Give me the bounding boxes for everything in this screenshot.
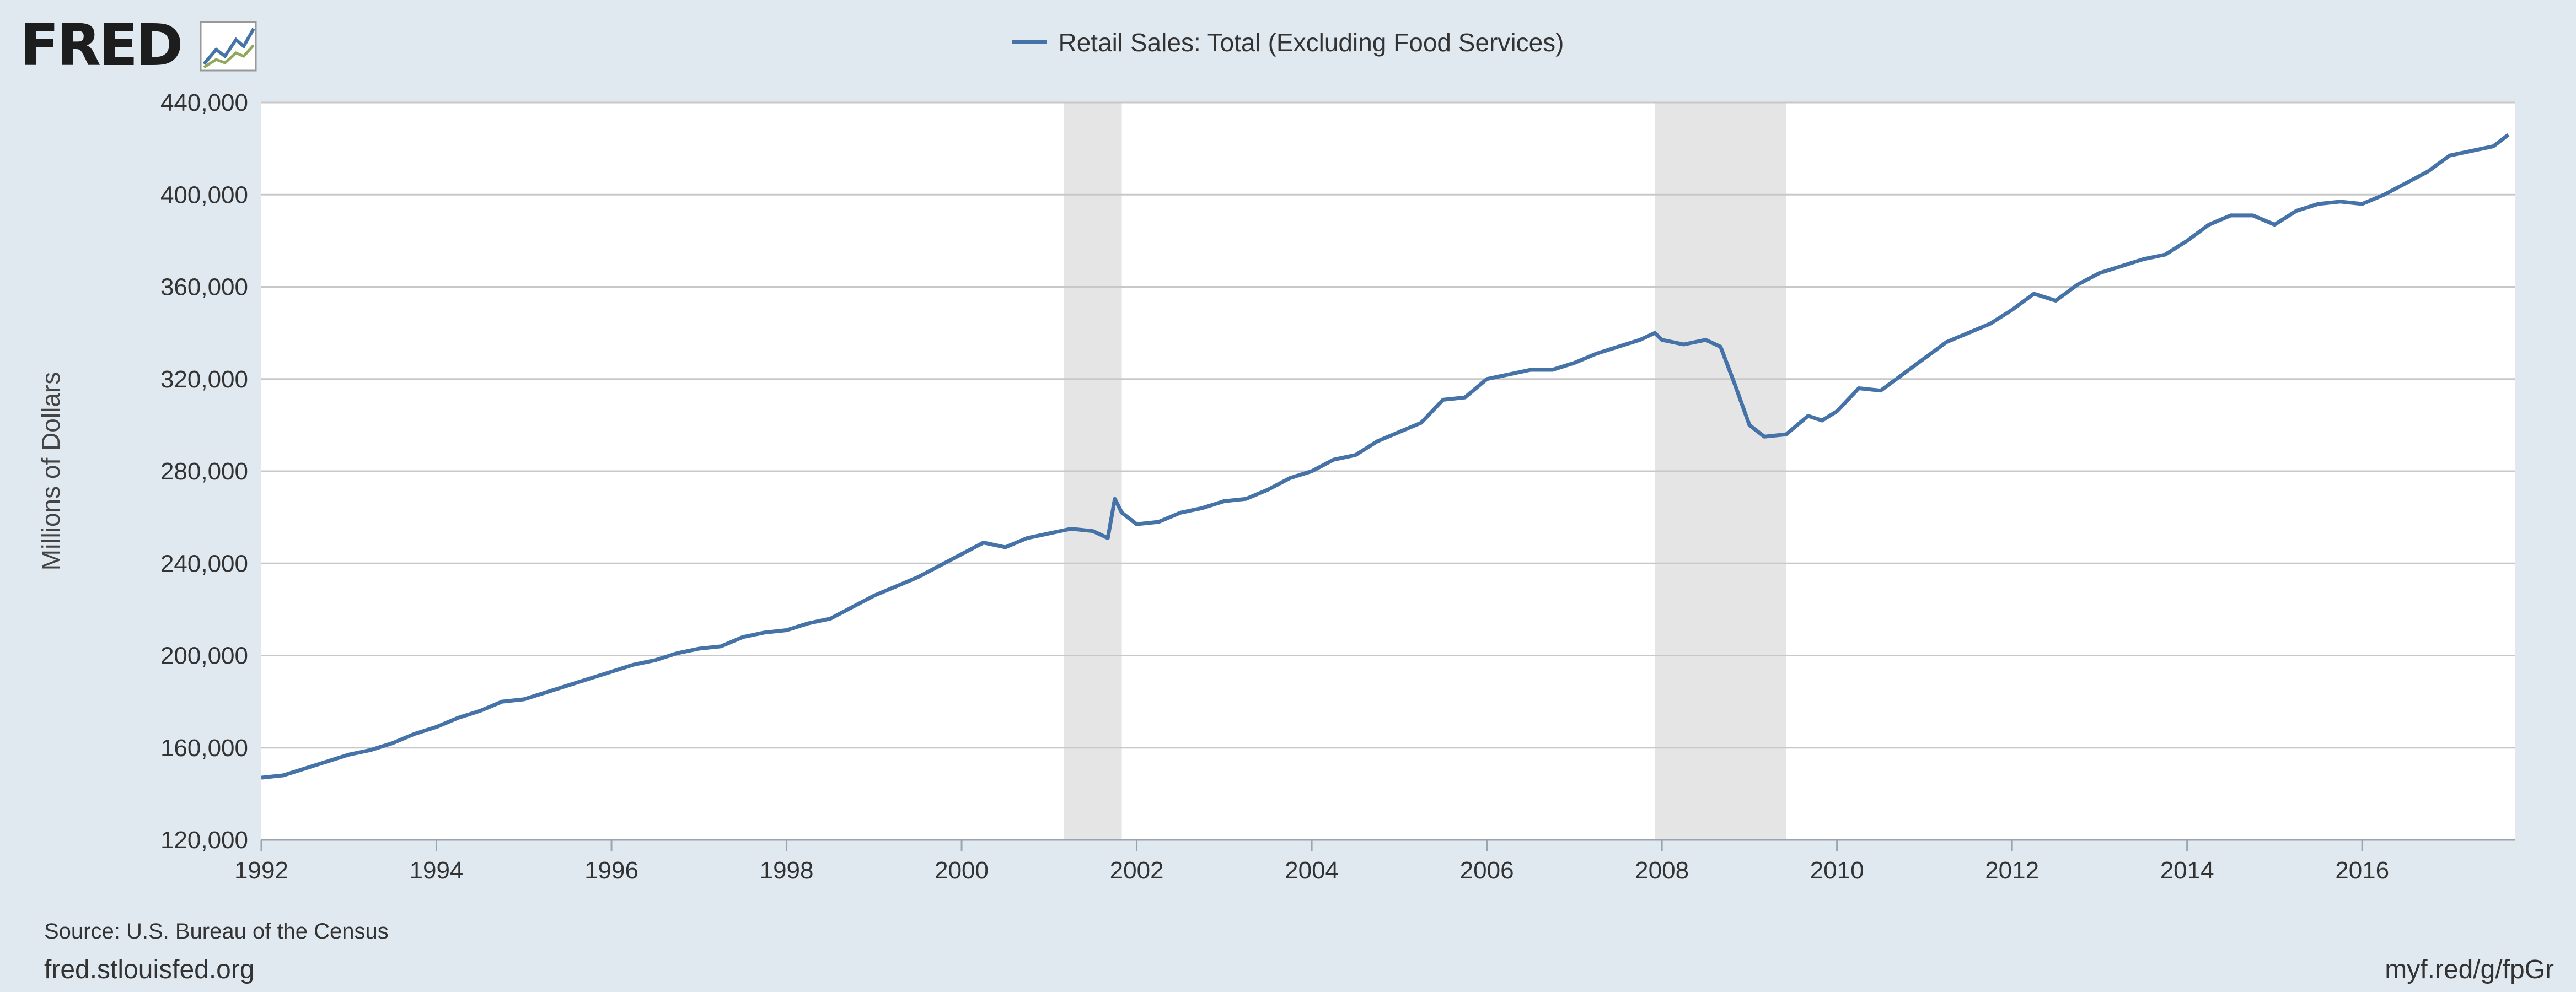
- chart-legend: Retail Sales: Total (Excluding Food Serv…: [0, 28, 2576, 57]
- y-tick-label: 280,000: [160, 458, 248, 485]
- x-tick-label: 1992: [234, 857, 288, 884]
- x-tick-label: 2004: [1285, 857, 1339, 884]
- y-tick-label: 440,000: [160, 89, 248, 116]
- series-line: [261, 133, 2510, 780]
- x-tick-label: 1998: [760, 857, 814, 884]
- x-axis: 1992 1994 1996 1998 2000 2002 2004 2006 2008 2010…: [234, 839, 2515, 884]
- y-tick-label: 360,000: [160, 274, 248, 301]
- source-note: Source: U.S. Bureau of the Census: [44, 919, 389, 944]
- y-axis: 120,000 160,000 200,000 240,000 280,000 320,0…: [160, 89, 248, 854]
- y-tick-label: 320,000: [160, 366, 248, 393]
- x-tick-label: 2000: [935, 857, 989, 884]
- share-link[interactable]: myf.red/g/fpGr: [2385, 955, 2554, 984]
- x-tick-label: 2006: [1460, 857, 1514, 884]
- series-group: [261, 133, 2510, 780]
- y-tick-label: 120,000: [160, 827, 248, 854]
- legend-label: Retail Sales: Total (Excluding Food Serv…: [1058, 28, 1564, 57]
- x-tick-label: 2002: [1110, 857, 1164, 884]
- x-tick-label: 2014: [2160, 857, 2214, 884]
- x-tick-label: 2010: [1810, 857, 1864, 884]
- x-tick-label: 2016: [2335, 857, 2389, 884]
- y-axis-label: Millions of Dollars: [36, 372, 65, 570]
- legend-swatch: [1012, 40, 1048, 45]
- x-tick-label: 1994: [410, 857, 464, 884]
- x-tick-label: 2012: [1985, 857, 2039, 884]
- y-tick-label: 200,000: [160, 643, 248, 670]
- site-link[interactable]: fred.stlouisfed.org: [44, 955, 255, 984]
- y-tick-label: 400,000: [160, 181, 248, 208]
- x-tick-label: 1996: [584, 857, 638, 884]
- y-tick-label: 240,000: [160, 550, 248, 577]
- y-tick-label: 160,000: [160, 735, 248, 762]
- fred-logo-chart-icon: [200, 21, 257, 72]
- fred-logo-text: FRED: [20, 12, 183, 79]
- x-tick-label: 2008: [1635, 857, 1689, 884]
